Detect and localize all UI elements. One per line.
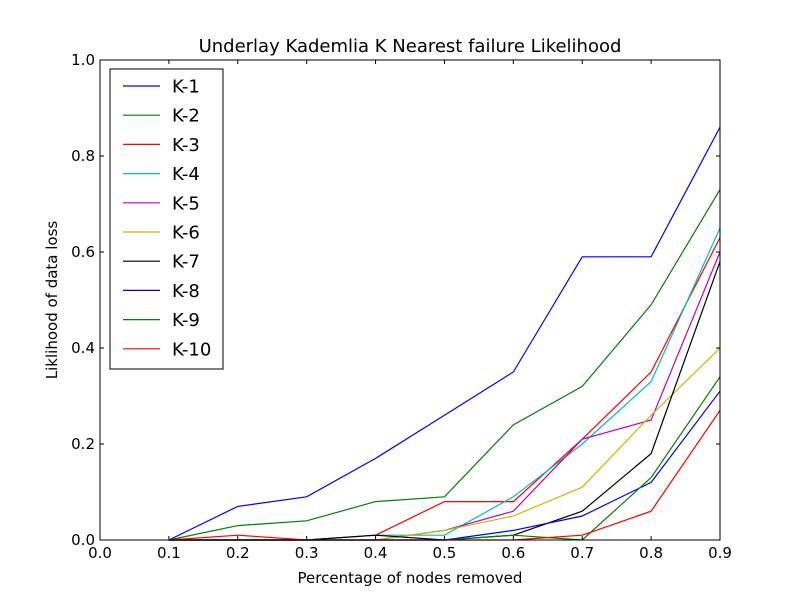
legend-label: K-7 bbox=[172, 252, 200, 273]
legend-label: K-4 bbox=[172, 164, 200, 185]
x-tick-label: 0.7 bbox=[570, 544, 594, 562]
series-line-1 bbox=[168, 126, 721, 541]
x-tick-label: 0.2 bbox=[226, 544, 250, 562]
x-tick-label: 0.8 bbox=[639, 544, 663, 562]
y-tick-label: 0.4 bbox=[71, 339, 95, 357]
x-tick-label: 0.6 bbox=[501, 544, 525, 562]
legend-box bbox=[109, 68, 224, 370]
legend-label: K-3 bbox=[172, 135, 200, 156]
chart-title: Underlay Kademlia K Nearest failure Like… bbox=[199, 36, 622, 57]
series-line-2 bbox=[168, 189, 721, 541]
plot-frame bbox=[99, 59, 721, 541]
y-tick-label: 1.0 bbox=[71, 51, 95, 69]
legend-label: K-9 bbox=[172, 310, 200, 331]
legend-label: K-2 bbox=[172, 106, 200, 127]
y-axis-title: Liklihood of data loss bbox=[43, 221, 61, 380]
legend-label: K-5 bbox=[172, 193, 200, 214]
legend-label: K-10 bbox=[172, 339, 211, 360]
series-line-3 bbox=[168, 237, 721, 541]
y-tick-label: 0.2 bbox=[71, 435, 95, 453]
series-layer bbox=[168, 126, 721, 541]
series-line-6 bbox=[168, 347, 721, 541]
x-tick-label: 0.3 bbox=[295, 544, 319, 562]
legend: K-1 K-2 K-3 K-4 K-5 K-6 K-7 K-8 K-9 K-10 bbox=[109, 68, 224, 370]
legend-label: K-1 bbox=[172, 77, 200, 98]
y-tick-label: 0.8 bbox=[71, 147, 95, 165]
x-tick-label: 0.0 bbox=[88, 544, 112, 562]
x-tick-label: 0.4 bbox=[364, 544, 388, 562]
y-tick-label: 0.0 bbox=[71, 531, 95, 549]
ticks-layer: 0.0 0.1 0.2 0.3 0.4 0.5 0.6 0.7 0.8 0.9 0.0 0.2 0.4 0… bbox=[71, 51, 732, 562]
series-line-4 bbox=[168, 227, 721, 541]
x-axis-title: Percentage of nodes removed bbox=[298, 569, 523, 587]
series-line-7 bbox=[168, 261, 721, 541]
x-tick-label: 0.5 bbox=[433, 544, 457, 562]
y-tick-label: 0.6 bbox=[71, 243, 95, 261]
x-tick-label: 0.1 bbox=[157, 544, 181, 562]
legend-label: K-8 bbox=[172, 281, 200, 302]
legend-label: K-6 bbox=[172, 223, 200, 244]
x-tick-label: 0.9 bbox=[708, 544, 732, 562]
